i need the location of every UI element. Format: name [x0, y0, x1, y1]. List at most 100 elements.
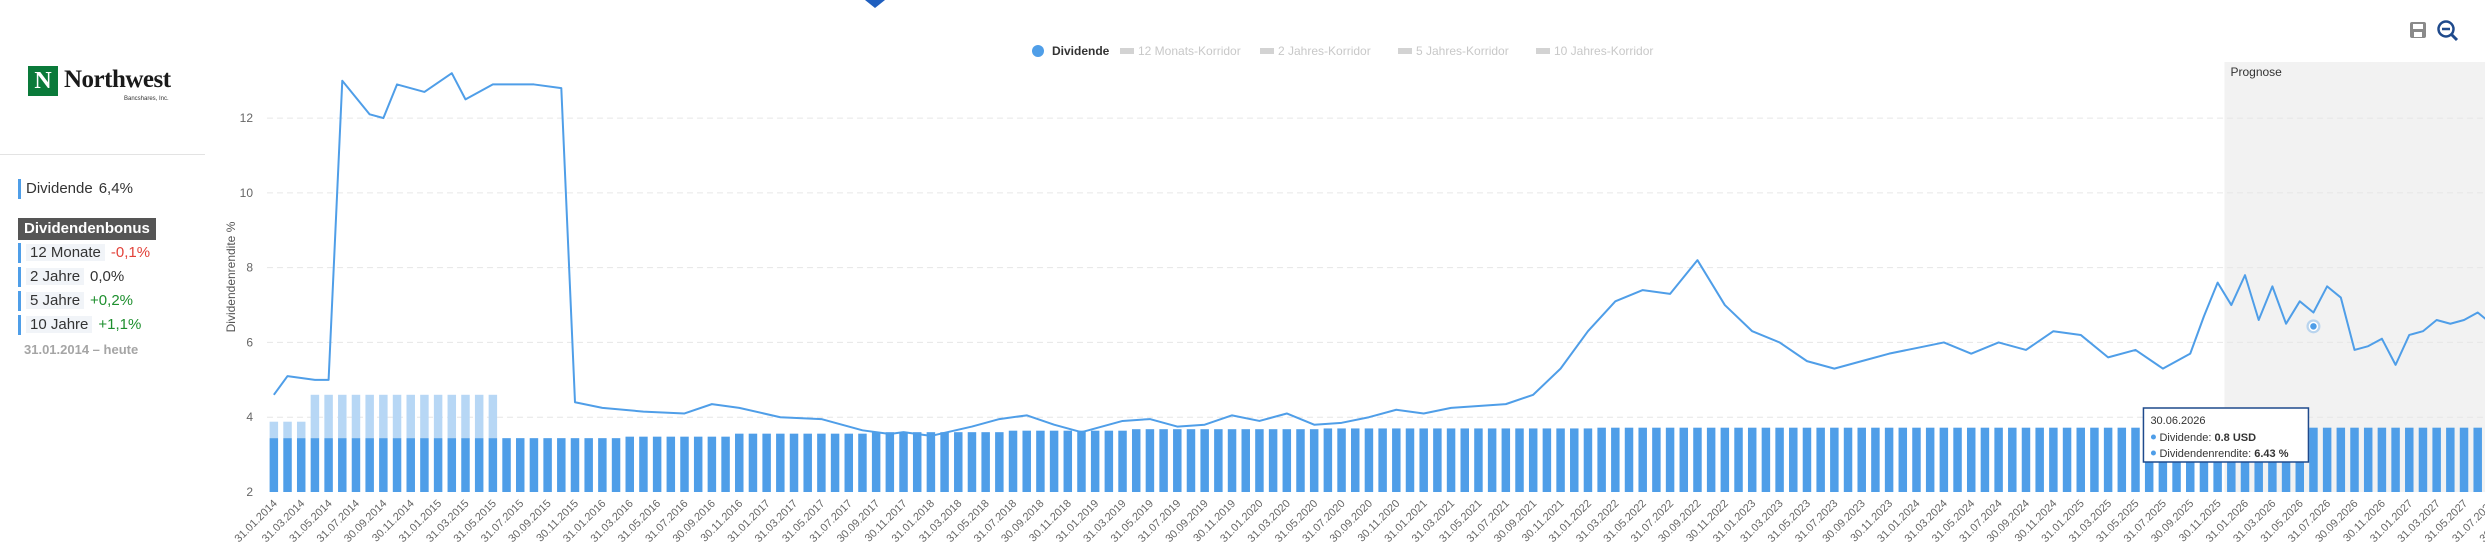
tooltip-dot	[2150, 450, 2156, 456]
special-dividend-bar	[365, 394, 374, 439]
hover-point[interactable]	[2308, 321, 2319, 332]
bonus-value: +1,1%	[98, 316, 142, 333]
dividend-bar	[1843, 427, 1853, 492]
dividend-bar	[461, 438, 470, 492]
dividend-bar	[1734, 427, 1743, 492]
dividend-bar	[1966, 427, 1976, 492]
special-dividend-bar	[269, 421, 279, 439]
legend-item-2y[interactable]: 2 Jahres-Korridor	[1260, 44, 1371, 58]
dividend-bar	[1583, 428, 1593, 492]
dividend-bar	[1378, 428, 1387, 492]
dividend-bar	[735, 433, 744, 492]
legend-label: Dividende	[1052, 44, 1110, 58]
dividend-bar	[1460, 428, 1469, 492]
tooltip-dividend-label: Dividende:	[2159, 432, 2214, 444]
dividend-bar	[433, 438, 443, 492]
dividend-bar	[1501, 428, 1511, 492]
dividend-bar	[2459, 427, 2469, 492]
dividend-bar	[2336, 427, 2346, 492]
dividend-bar	[1693, 427, 1702, 492]
special-dividend-bar	[461, 394, 470, 439]
dividend-bar	[2090, 427, 2099, 492]
dividend-bar	[1214, 429, 1223, 492]
dividend-bar	[379, 438, 388, 492]
dividend-bar	[2062, 427, 2072, 492]
dividend-bar	[2076, 427, 2085, 492]
dividend-bar	[1077, 430, 1086, 492]
dividend-bar	[1351, 428, 1360, 492]
dividend-bar	[844, 433, 854, 492]
zoom-out-icon[interactable]	[2437, 20, 2459, 42]
legend-item-dividende[interactable]: Dividende	[1032, 44, 1110, 58]
stat-marker	[18, 291, 21, 312]
y-left-tick: 2	[246, 485, 253, 499]
dividend-bar	[1761, 427, 1771, 492]
dividend-bar	[707, 436, 717, 492]
dividend-bar	[2035, 427, 2044, 492]
y-left-tick: 4	[246, 410, 253, 424]
dividend-bar	[721, 436, 730, 492]
dividend-bar	[1556, 428, 1565, 492]
dividend-bar	[680, 436, 689, 492]
bonus-stat-12m: 12 Monate -0,1%	[18, 242, 150, 264]
dividend-bar	[557, 438, 566, 492]
dividend-bar	[2309, 427, 2318, 492]
dividend-bar	[1008, 430, 1018, 492]
dividend-bar	[1268, 429, 1278, 492]
dividend-bar	[652, 436, 662, 492]
dividend-bar	[1980, 427, 1990, 492]
sidebar: N Northwest Bancshares, Inc. Dividende 6,…	[0, 0, 205, 560]
dividend-bar	[1720, 427, 1730, 492]
company-logo: N Northwest Bancshares, Inc.	[28, 66, 188, 106]
special-dividend-bar	[296, 421, 306, 439]
tooltip-yield-label: Dividendenrendite:	[2159, 448, 2254, 460]
dividend-bar	[2350, 427, 2359, 492]
dividend-bar	[776, 433, 785, 492]
dividend-bar	[940, 432, 949, 492]
dividend-bar	[570, 438, 580, 492]
special-dividend-bar	[420, 394, 429, 439]
dividend-bar	[748, 433, 758, 492]
bonus-label: 5 Jahre	[26, 292, 85, 309]
dividend-bar	[1487, 428, 1497, 492]
legend-swatch	[1032, 45, 1044, 57]
dividend-bar	[1789, 427, 1798, 492]
stat-marker	[18, 243, 21, 264]
dividend-bar	[1227, 429, 1237, 492]
dividend-bar	[1597, 427, 1606, 492]
axes: 2468101212345Dividendenrendite %Dividend…	[224, 111, 253, 499]
dividend-bar	[392, 438, 402, 492]
special-dividend-bar	[324, 394, 333, 439]
dividend-bar	[1118, 430, 1127, 492]
special-dividend-bar	[488, 394, 498, 439]
dividend-bar	[406, 438, 415, 492]
dividend-bar	[1939, 427, 1949, 492]
dividend-bar	[1542, 428, 1552, 492]
legend-item-12m[interactable]: 12 Monats-Korridor	[1120, 44, 1241, 58]
dividend-bar	[830, 433, 840, 492]
dividend-bar	[2363, 427, 2373, 492]
period-label: 31.01.2014 – heute	[24, 342, 139, 357]
dividend-bar	[515, 438, 525, 492]
legend-item-5y[interactable]: 5 Jahres-Korridor	[1398, 44, 1509, 58]
legend-label: 12 Monats-Korridor	[1138, 44, 1241, 58]
dividend-bar	[1570, 428, 1579, 492]
dividend-bar	[296, 438, 306, 492]
dividend-bar	[1638, 427, 1647, 492]
dividend-bar	[926, 432, 936, 492]
dividend-bar	[351, 438, 361, 492]
dividend-bar	[871, 432, 881, 492]
dividend-bar	[1323, 428, 1333, 492]
dividend-bar	[2432, 427, 2441, 492]
legend-item-10y[interactable]: 10 Jahres-Korridor	[1536, 44, 1653, 58]
legend-label: 2 Jahres-Korridor	[1278, 44, 1371, 58]
save-icon[interactable]	[2410, 22, 2426, 38]
dividend-bar	[324, 438, 333, 492]
dividend-bar	[803, 433, 812, 492]
dividend-bar	[1474, 428, 1483, 492]
dividend-bar	[1104, 430, 1114, 492]
dividend-bar	[2008, 427, 2017, 492]
dividend-bar	[625, 436, 634, 492]
dividend-bar	[1433, 428, 1442, 492]
tooltip-dot	[2150, 434, 2156, 440]
